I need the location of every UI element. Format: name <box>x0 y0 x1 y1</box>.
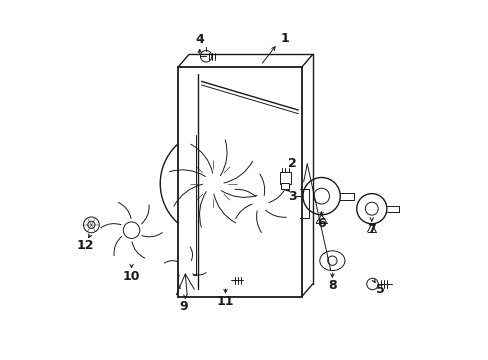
FancyArrowPatch shape <box>234 189 255 197</box>
FancyArrowPatch shape <box>178 275 180 289</box>
Text: 9: 9 <box>179 300 187 313</box>
Text: 7: 7 <box>366 223 375 236</box>
Text: 5: 5 <box>376 283 385 296</box>
FancyArrowPatch shape <box>220 140 226 176</box>
FancyArrowPatch shape <box>190 247 192 261</box>
FancyArrowPatch shape <box>213 194 235 223</box>
FancyArrowPatch shape <box>221 191 257 197</box>
FancyArrowPatch shape <box>132 242 144 258</box>
FancyArrowPatch shape <box>192 273 206 275</box>
Text: 2: 2 <box>287 157 296 170</box>
FancyArrowPatch shape <box>256 211 261 233</box>
FancyArrowPatch shape <box>142 233 162 237</box>
Bar <box>281 183 289 189</box>
FancyArrowPatch shape <box>141 205 149 224</box>
Text: 6: 6 <box>317 217 325 230</box>
Text: 12: 12 <box>76 239 94 252</box>
FancyArrowPatch shape <box>265 210 286 217</box>
Text: 8: 8 <box>327 279 336 292</box>
FancyArrowPatch shape <box>190 144 212 173</box>
FancyArrowPatch shape <box>164 261 178 263</box>
Bar <box>279 172 290 184</box>
FancyArrowPatch shape <box>259 174 264 195</box>
FancyArrowPatch shape <box>235 204 252 219</box>
FancyArrowPatch shape <box>224 161 252 183</box>
Text: 1: 1 <box>280 32 288 45</box>
FancyArrowPatch shape <box>174 184 203 206</box>
Text: 10: 10 <box>122 270 140 283</box>
Text: 4: 4 <box>195 32 203 46</box>
FancyArrowPatch shape <box>268 188 285 203</box>
FancyArrowPatch shape <box>114 237 122 256</box>
Bar <box>178 67 301 297</box>
FancyArrowPatch shape <box>101 224 121 228</box>
FancyArrowPatch shape <box>169 170 205 176</box>
Text: 11: 11 <box>216 295 234 308</box>
FancyArrowPatch shape <box>199 192 206 227</box>
Text: 3: 3 <box>287 190 296 203</box>
FancyArrowPatch shape <box>118 202 131 219</box>
